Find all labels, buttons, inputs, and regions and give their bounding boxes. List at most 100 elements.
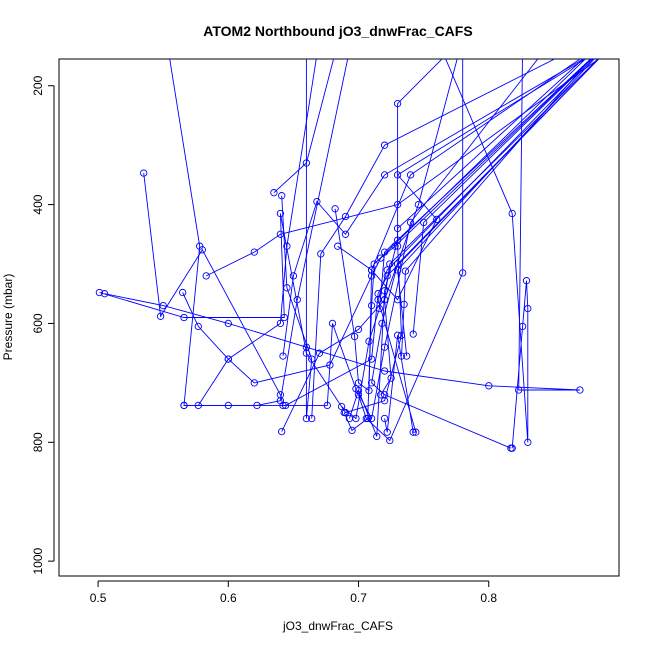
flight-series <box>202 59 600 280</box>
data-point <box>367 355 376 363</box>
y-axis-label: Pressure (mbar) <box>1 274 15 361</box>
data-point <box>276 391 285 399</box>
plot-area <box>95 59 600 452</box>
series-line <box>334 59 581 392</box>
series-line <box>341 59 592 420</box>
series-line <box>281 59 458 432</box>
flight-series <box>279 59 585 360</box>
data-point <box>367 266 376 274</box>
series-line <box>445 59 529 449</box>
data-point <box>412 428 420 436</box>
flight-series <box>354 59 467 445</box>
data-point <box>515 386 523 394</box>
data-point <box>406 171 415 179</box>
data-point <box>518 322 527 331</box>
data-point <box>370 260 378 268</box>
flight-series <box>95 59 584 417</box>
series-line <box>401 59 592 357</box>
data-point <box>334 242 342 250</box>
data-point <box>328 319 337 328</box>
series-line <box>358 59 464 442</box>
data-point <box>323 401 331 410</box>
data-point <box>250 248 258 256</box>
x-axis: 0.5 0.6 0.7 0.8 <box>90 580 497 605</box>
data-point <box>576 386 584 394</box>
series-line <box>281 59 313 419</box>
flight-series <box>169 59 349 410</box>
flight-series <box>340 59 586 435</box>
flight-series <box>409 59 593 338</box>
data-point <box>459 269 467 277</box>
data-point <box>508 209 516 218</box>
data-point <box>279 352 287 360</box>
data-point <box>380 367 389 375</box>
series-line <box>104 59 580 391</box>
y-tick-label: 600 <box>31 313 45 333</box>
data-point <box>100 290 109 298</box>
data-point <box>393 236 402 244</box>
series-line <box>380 59 599 396</box>
flight-series <box>393 59 595 360</box>
data-point <box>326 361 334 369</box>
x-tick-label: 0.5 <box>90 591 107 605</box>
data-point <box>380 248 389 256</box>
data-point <box>380 391 389 399</box>
data-point <box>283 284 291 292</box>
data-point <box>140 169 148 177</box>
y-tick-label: 400 <box>31 194 45 214</box>
data-point <box>397 352 406 360</box>
data-point <box>354 391 363 399</box>
data-point <box>340 408 348 417</box>
series-line <box>184 59 600 406</box>
data-point <box>159 301 167 310</box>
flight-series <box>367 59 600 452</box>
data-point <box>345 414 354 423</box>
series-line <box>143 59 539 420</box>
data-point <box>393 331 402 339</box>
data-point <box>485 382 493 390</box>
series-line <box>169 59 349 406</box>
data-point <box>348 426 356 435</box>
y-axis: 200 400 600 800 1000 <box>31 75 55 574</box>
data-point <box>414 200 423 209</box>
series-line <box>377 59 594 433</box>
data-point <box>179 288 187 297</box>
data-point <box>180 401 188 410</box>
flight-series <box>397 59 592 360</box>
series-line <box>99 59 584 414</box>
data-point <box>383 266 391 274</box>
flight-series <box>334 59 587 304</box>
data-point <box>362 414 370 423</box>
data-point <box>393 260 402 268</box>
flight-series <box>278 59 316 423</box>
data-point <box>198 246 206 254</box>
x-tick-label: 0.8 <box>480 591 497 605</box>
y-tick-label: 800 <box>31 432 45 452</box>
data-point <box>281 401 290 410</box>
series-line <box>412 59 593 335</box>
series-line <box>197 59 317 406</box>
data-point <box>202 272 210 280</box>
plot-frame <box>58 58 620 577</box>
data-point <box>341 230 350 238</box>
data-point <box>341 212 350 221</box>
data-point <box>393 99 402 108</box>
series-line <box>206 59 600 277</box>
data-point <box>180 313 188 322</box>
data-point <box>401 267 410 275</box>
data-point <box>373 432 381 441</box>
data-point <box>403 352 411 360</box>
data-point <box>387 374 395 382</box>
flight-series <box>345 59 443 441</box>
data-point <box>380 287 389 295</box>
data-point <box>374 296 382 304</box>
data-point <box>354 325 363 334</box>
series-line <box>397 59 595 357</box>
data-point <box>350 332 359 341</box>
data-point <box>224 355 232 363</box>
x-tick-label: 0.6 <box>220 591 237 605</box>
series-line <box>343 59 586 432</box>
data-point <box>194 401 202 410</box>
data-point <box>508 444 516 452</box>
